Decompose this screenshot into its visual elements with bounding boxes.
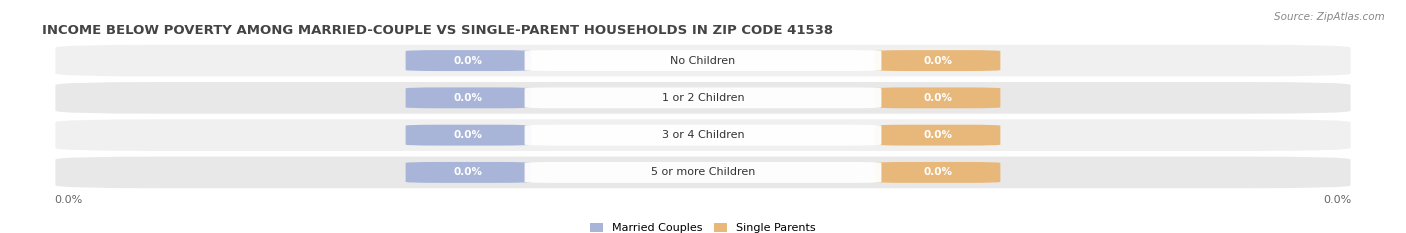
FancyBboxPatch shape (875, 50, 1000, 71)
FancyBboxPatch shape (405, 87, 531, 108)
Text: Source: ZipAtlas.com: Source: ZipAtlas.com (1274, 12, 1385, 22)
FancyBboxPatch shape (55, 82, 1351, 114)
Text: 0.0%: 0.0% (454, 168, 482, 177)
FancyBboxPatch shape (524, 125, 882, 146)
FancyBboxPatch shape (524, 87, 882, 108)
Text: 3 or 4 Children: 3 or 4 Children (662, 130, 744, 140)
FancyBboxPatch shape (405, 125, 531, 146)
Text: No Children: No Children (671, 56, 735, 65)
Text: 0.0%: 0.0% (454, 130, 482, 140)
FancyBboxPatch shape (524, 162, 882, 183)
FancyBboxPatch shape (55, 45, 1351, 76)
FancyBboxPatch shape (55, 119, 1351, 151)
Text: 0.0%: 0.0% (924, 56, 952, 65)
Text: 0.0%: 0.0% (924, 93, 952, 103)
Text: 0.0%: 0.0% (454, 56, 482, 65)
FancyBboxPatch shape (405, 162, 531, 183)
FancyBboxPatch shape (55, 157, 1351, 188)
Text: 0.0%: 0.0% (924, 168, 952, 177)
FancyBboxPatch shape (405, 50, 531, 71)
FancyBboxPatch shape (875, 87, 1000, 108)
FancyBboxPatch shape (524, 50, 882, 71)
Legend: Married Couples, Single Parents: Married Couples, Single Parents (586, 218, 820, 233)
FancyBboxPatch shape (875, 125, 1000, 146)
Text: 0.0%: 0.0% (454, 93, 482, 103)
Text: 0.0%: 0.0% (924, 130, 952, 140)
Text: INCOME BELOW POVERTY AMONG MARRIED-COUPLE VS SINGLE-PARENT HOUSEHOLDS IN ZIP COD: INCOME BELOW POVERTY AMONG MARRIED-COUPL… (42, 24, 834, 37)
FancyBboxPatch shape (875, 162, 1000, 183)
Text: 5 or more Children: 5 or more Children (651, 168, 755, 177)
Text: 1 or 2 Children: 1 or 2 Children (662, 93, 744, 103)
